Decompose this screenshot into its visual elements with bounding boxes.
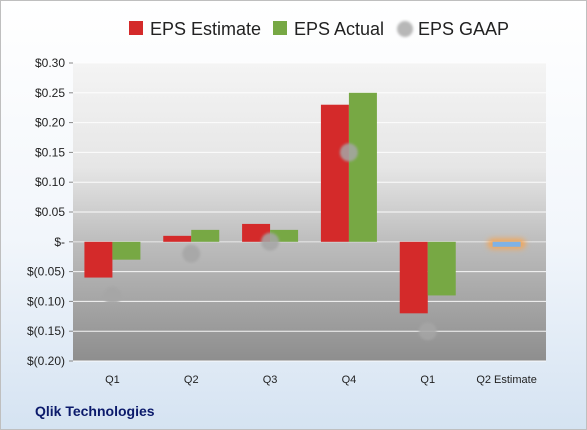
y-tick-label: $(0.20) — [27, 354, 65, 368]
bars — [84, 92, 526, 314]
y-tick-label: $- — [54, 235, 65, 249]
eps-actual-bar — [348, 92, 377, 242]
eps-actual-bar — [112, 241, 141, 260]
x-category-label: Q1 — [420, 374, 435, 386]
eps-estimate-bar — [320, 104, 349, 242]
eps-gaap-marker — [103, 286, 122, 305]
legend-swatch — [397, 21, 413, 37]
eps-actual-bar — [270, 229, 299, 242]
eps-actual-bar — [427, 241, 456, 296]
y-tick-label: $0.10 — [35, 175, 65, 189]
x-category-label: Q2 — [184, 374, 199, 386]
legend-label: EPS Actual — [294, 19, 384, 39]
y-tick-label: $0.15 — [35, 145, 65, 159]
gridlines — [69, 62, 546, 362]
eps-estimate-bar — [399, 241, 428, 314]
eps-gaap-marker — [261, 232, 280, 251]
eps-gaap-marker — [418, 322, 437, 341]
y-tick-label: $0.05 — [35, 205, 65, 219]
x-axis-categories: Q1 Q2 Q3 Q4 Q1 Q2 Estimate — [105, 374, 537, 386]
legend-label: EPS Estimate — [150, 19, 261, 39]
eps-actual-bar — [191, 229, 220, 242]
company-name: Qlik Technologies — [35, 403, 155, 419]
x-category-label: Q4 — [342, 374, 357, 386]
y-tick-label: $0.20 — [35, 116, 65, 130]
forecast-estimate-bar — [492, 241, 521, 247]
eps-estimate-bar — [163, 235, 192, 242]
y-axis-ticks: $0.30 $0.25 $0.20 $0.15 $0.10 $0.05 $- $(0.05) $… — [27, 56, 65, 368]
y-tick-label: $0.25 — [35, 86, 65, 100]
y-tick-label: $0.30 — [35, 56, 65, 70]
x-category-label: Q1 — [105, 374, 120, 386]
y-tick-label: $(0.10) — [27, 294, 65, 308]
legend-swatch — [129, 21, 143, 35]
legend-label: EPS GAAP — [418, 19, 509, 39]
eps-estimate-bar — [84, 241, 113, 278]
eps-gaap-marker — [182, 244, 201, 263]
y-tick-label: $(0.15) — [27, 324, 65, 338]
x-category-label: Q2 Estimate — [476, 374, 537, 386]
eps-gaap-marker — [339, 143, 358, 162]
gaap-markers — [103, 143, 437, 341]
legend-swatch — [273, 21, 287, 35]
legend: EPS Estimate EPS Actual EPS GAAP — [129, 19, 509, 39]
y-tick-label: $(0.05) — [27, 265, 65, 279]
x-category-label: Q3 — [263, 374, 278, 386]
